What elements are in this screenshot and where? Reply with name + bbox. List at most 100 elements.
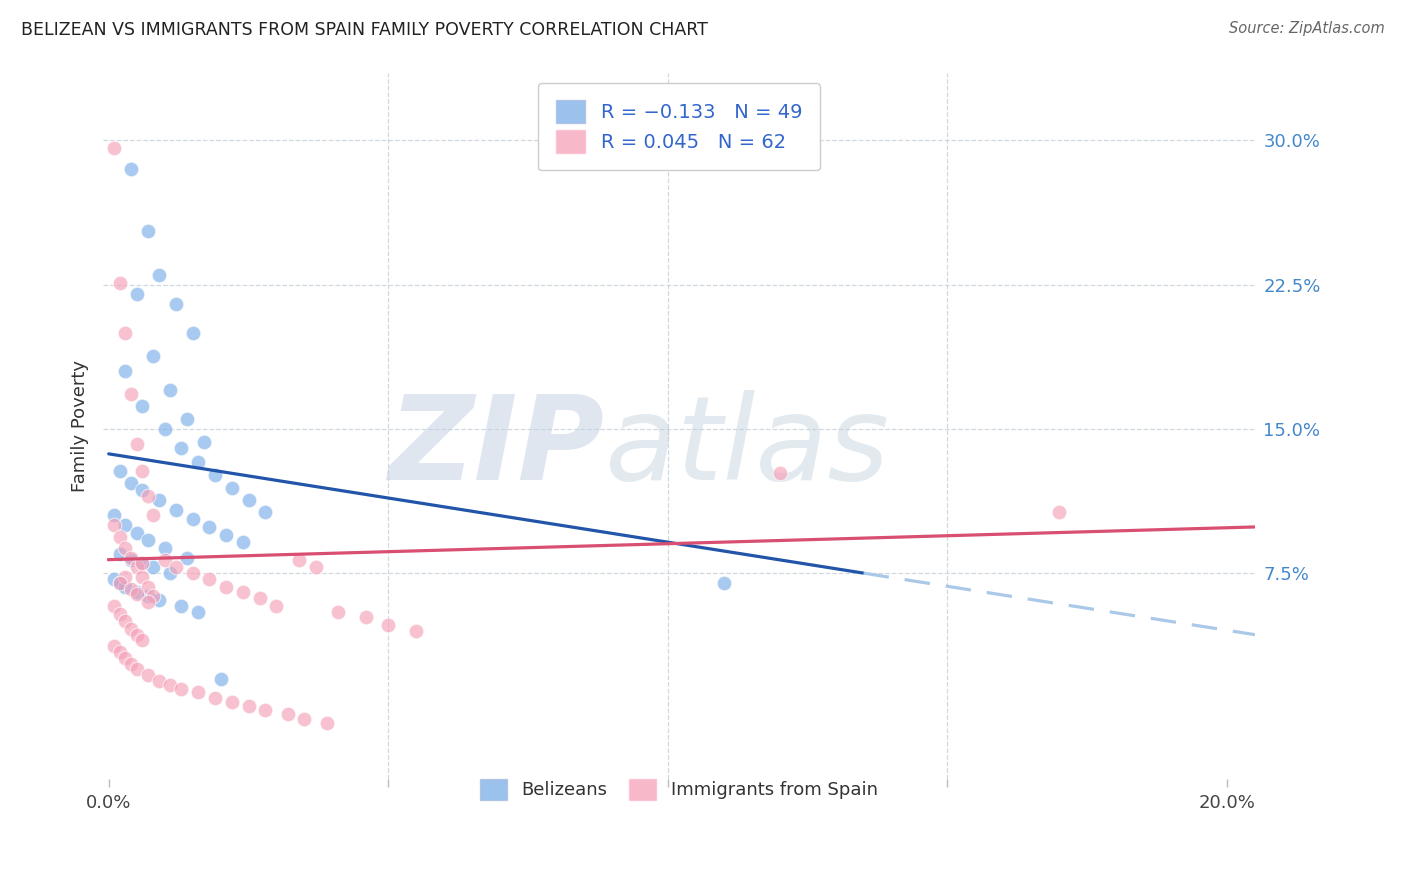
Point xyxy=(232,535,254,549)
Point xyxy=(315,716,337,731)
Point xyxy=(1047,505,1070,519)
Point xyxy=(215,580,238,594)
Point xyxy=(277,706,299,721)
Point xyxy=(181,512,204,526)
Point xyxy=(165,297,187,311)
Point xyxy=(304,560,326,574)
Point xyxy=(294,712,316,726)
Point xyxy=(108,575,131,590)
Point xyxy=(125,525,148,540)
Point xyxy=(153,422,176,436)
Point xyxy=(103,639,125,653)
Point xyxy=(120,550,142,565)
Point xyxy=(114,614,136,628)
Point xyxy=(120,582,142,596)
Point xyxy=(108,464,131,478)
Point xyxy=(221,482,243,496)
Point xyxy=(103,572,125,586)
Point xyxy=(114,570,136,584)
Point xyxy=(187,454,209,468)
Legend: Belizeans, Immigrants from Spain: Belizeans, Immigrants from Spain xyxy=(464,763,894,816)
Point xyxy=(215,527,238,541)
Point xyxy=(114,518,136,533)
Point xyxy=(103,518,125,533)
Point xyxy=(221,695,243,709)
Point xyxy=(170,599,193,613)
Point xyxy=(142,508,165,523)
Point xyxy=(125,628,148,642)
Point xyxy=(120,475,142,490)
Point xyxy=(153,552,176,566)
Point xyxy=(136,580,159,594)
Point xyxy=(198,572,221,586)
Point xyxy=(193,435,215,450)
Point xyxy=(125,287,148,301)
Point xyxy=(108,276,131,290)
Point xyxy=(170,681,193,696)
Point xyxy=(114,364,136,378)
Point xyxy=(125,587,148,601)
Point xyxy=(120,622,142,636)
Point xyxy=(125,662,148,676)
Point xyxy=(136,489,159,503)
Point xyxy=(131,570,153,584)
Point xyxy=(209,672,232,686)
Y-axis label: Family Poverty: Family Poverty xyxy=(72,360,89,492)
Point xyxy=(103,141,125,155)
Point xyxy=(142,349,165,363)
Point xyxy=(165,560,187,574)
Point xyxy=(131,557,153,571)
Text: Source: ZipAtlas.com: Source: ZipAtlas.com xyxy=(1229,21,1385,36)
Point xyxy=(108,530,131,544)
Point xyxy=(159,384,181,398)
Point xyxy=(159,566,181,581)
Point xyxy=(148,493,170,508)
Point xyxy=(120,162,142,177)
Point xyxy=(769,466,792,480)
Point xyxy=(176,550,198,565)
Point xyxy=(354,610,377,624)
Point xyxy=(108,547,131,561)
Point xyxy=(204,468,226,483)
Text: BELIZEAN VS IMMIGRANTS FROM SPAIN FAMILY POVERTY CORRELATION CHART: BELIZEAN VS IMMIGRANTS FROM SPAIN FAMILY… xyxy=(21,21,709,38)
Point xyxy=(187,605,209,619)
Point xyxy=(131,464,153,478)
Point xyxy=(232,585,254,599)
Point xyxy=(103,508,125,523)
Point xyxy=(114,650,136,665)
Text: ZIP: ZIP xyxy=(388,390,605,505)
Point xyxy=(142,589,165,603)
Point xyxy=(405,624,427,638)
Point xyxy=(120,552,142,566)
Point xyxy=(170,441,193,455)
Point xyxy=(114,580,136,594)
Point xyxy=(326,605,349,619)
Point xyxy=(114,541,136,555)
Point xyxy=(181,566,204,581)
Point xyxy=(125,560,148,574)
Point xyxy=(136,589,159,603)
Point xyxy=(176,412,198,426)
Point xyxy=(266,599,288,613)
Point xyxy=(713,575,735,590)
Point xyxy=(204,691,226,706)
Point xyxy=(142,560,165,574)
Point xyxy=(125,585,148,599)
Point xyxy=(108,607,131,621)
Point xyxy=(181,326,204,340)
Point xyxy=(254,703,277,717)
Point xyxy=(103,599,125,613)
Point xyxy=(120,657,142,671)
Point xyxy=(187,685,209,699)
Text: atlas: atlas xyxy=(605,390,889,504)
Point xyxy=(238,698,260,713)
Point xyxy=(108,645,131,659)
Point xyxy=(153,541,176,555)
Point xyxy=(136,668,159,682)
Point xyxy=(288,552,311,566)
Point xyxy=(165,502,187,516)
Point xyxy=(114,326,136,340)
Point xyxy=(377,618,399,632)
Point xyxy=(120,387,142,401)
Point xyxy=(131,633,153,648)
